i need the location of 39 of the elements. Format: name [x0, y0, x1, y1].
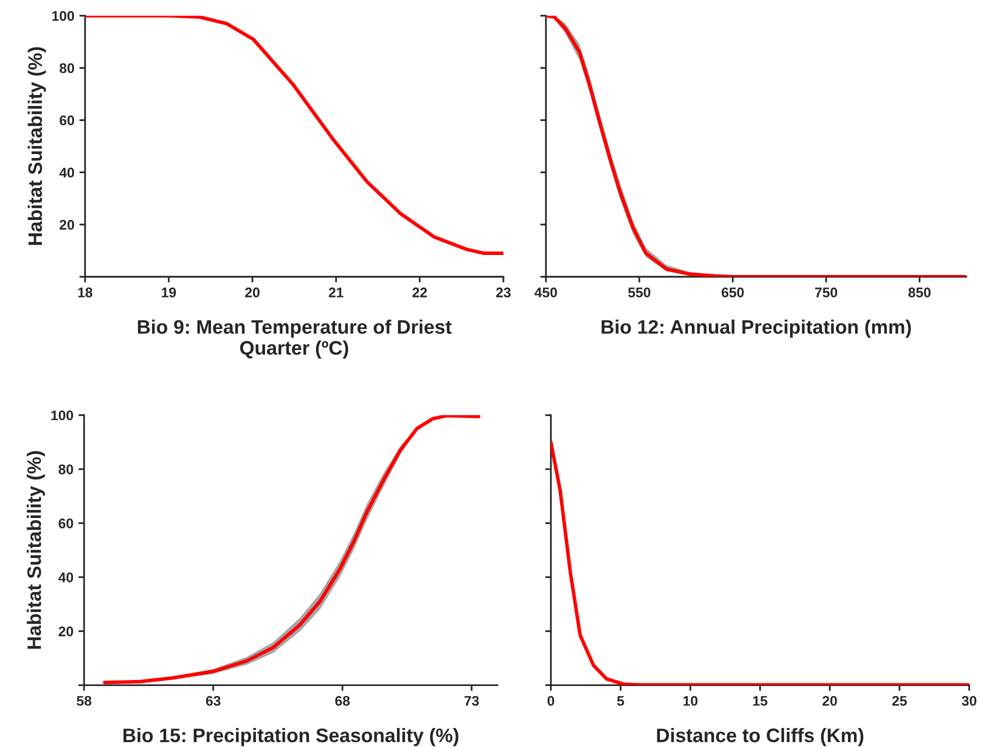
x-tick-label: 58 [76, 696, 92, 706]
x-tick-label: 22 [412, 288, 427, 298]
y-tick-label: 60 [60, 115, 74, 126]
y-tick-label: 80 [60, 63, 74, 74]
y-tick-label: 40 [59, 168, 74, 178]
x-axis-title: Bio 9: Mean Temperature of Driest Quarter (ºC) [138, 320, 452, 359]
x-tick-label: 73 [464, 696, 479, 706]
y-tick-label: 100 [52, 11, 74, 21]
y-tick-label: 20 [58, 626, 74, 636]
x-axis-title: Bio 12: Annual Precipitation (mm) [602, 320, 911, 338]
y-tick-label: 100 [51, 410, 74, 420]
x-tick-label: 68 [335, 696, 350, 706]
x-tick-label: 20 [822, 696, 837, 706]
x-tick-label: 25 [892, 696, 907, 706]
x-tick-label: 23 [496, 288, 511, 298]
x-tick-label: 18 [78, 288, 92, 298]
x-axis-title: Bio 15: Precipitation Seasonality (%) [124, 728, 458, 746]
y-axis-title: Habitat Suitability (%) [26, 451, 45, 649]
y-tick-label: 80 [58, 464, 74, 474]
x-tick-label: 750 [815, 288, 838, 298]
x-tick-label: 15 [753, 696, 768, 706]
x-tick-label: 63 [206, 696, 220, 706]
y-tick-label: 60 [58, 518, 74, 528]
y-tick-label: 40 [58, 572, 74, 582]
line-series [85, 16, 504, 255]
x-tick-label: 20 [245, 288, 260, 298]
x-axis-title: Distance to Cliffs (Km) [657, 728, 864, 746]
y-axis-title: Habitat Suitability (%) [28, 47, 46, 245]
x-tick-label: 19 [162, 288, 176, 298]
y-tick-label: 20 [60, 220, 74, 230]
x-tick-label: 5 [617, 696, 624, 706]
x-tick-label: 650 [722, 288, 744, 298]
x-tick-label: 0 [548, 696, 554, 706]
x-tick-label: 450 [534, 288, 557, 298]
x-tick-label: 10 [683, 696, 698, 706]
x-tick-label: 21 [328, 288, 344, 298]
x-tick-label: 850 [908, 288, 931, 298]
x-tick-label: 550 [628, 288, 650, 298]
x-tick-label: 30 [962, 696, 976, 706]
